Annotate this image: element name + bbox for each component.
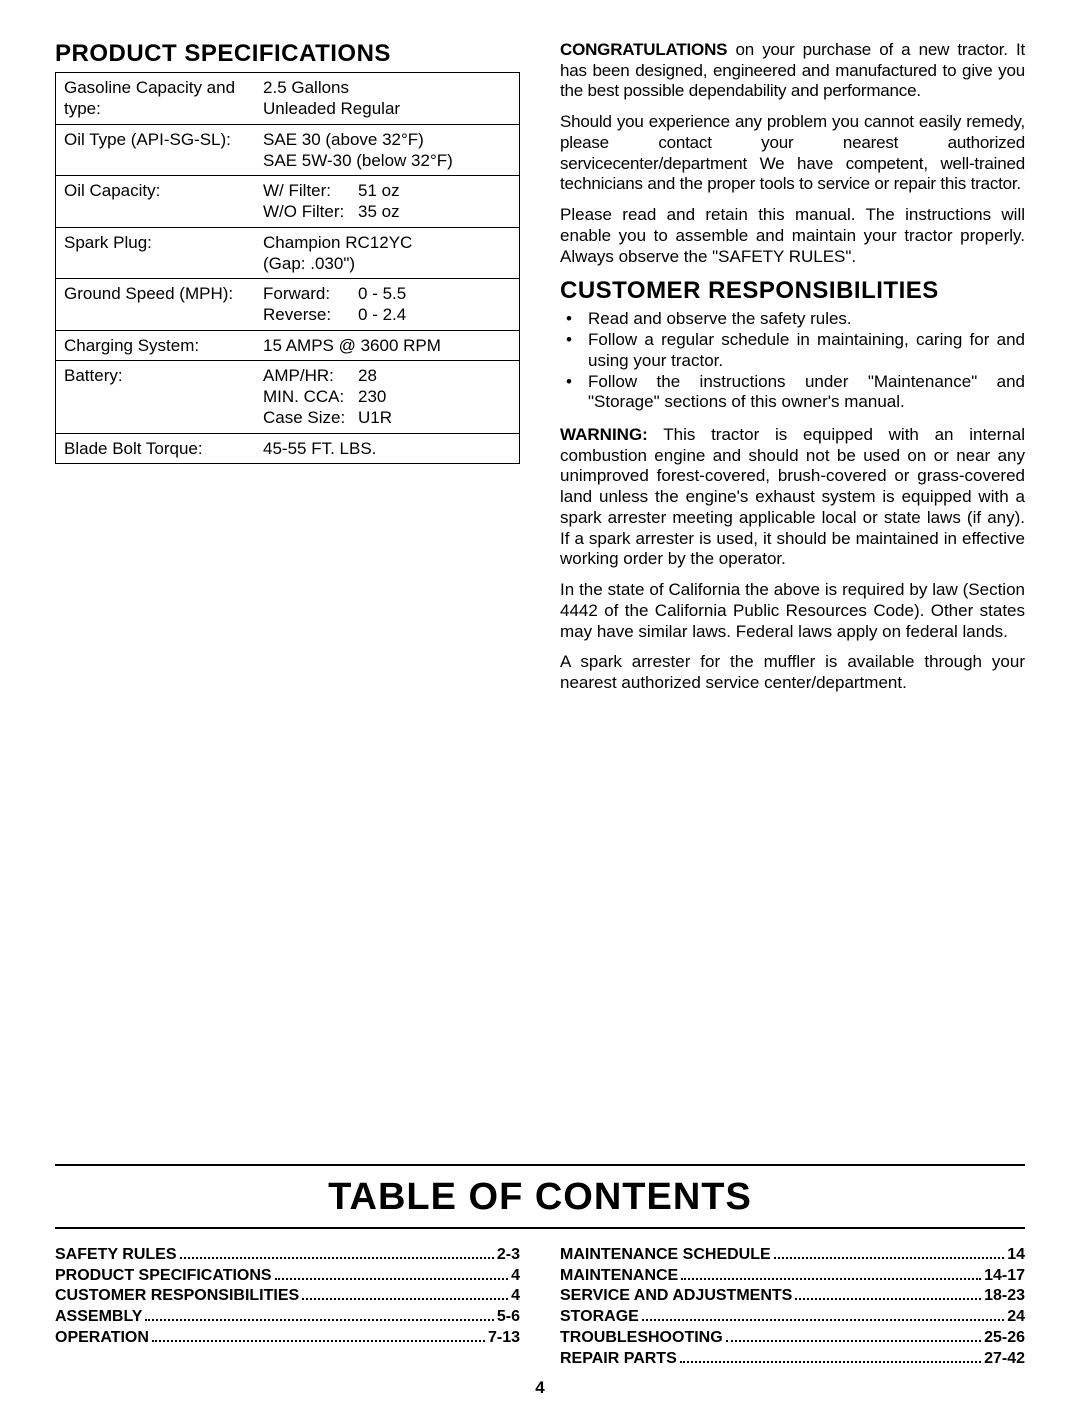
spec-label: Charging System: <box>56 330 256 360</box>
toc-entry-page: 24 <box>1007 1307 1025 1328</box>
toc-entry: SERVICE AND ADJUSTMENTS 18-23 <box>560 1286 1025 1307</box>
responsibility-item: Follow a regular schedule in maintaining… <box>560 330 1025 371</box>
warning-text: This tractor is equipped with an interna… <box>560 425 1025 568</box>
toc-entry-page: 27-42 <box>984 1349 1025 1370</box>
spec-value: 15 AMPS @ 3600 RPM <box>255 330 519 360</box>
toc-entry-title: CUSTOMER RESPONSIBILITIES <box>55 1286 299 1307</box>
toc-entry-title: MAINTENANCE <box>560 1266 678 1287</box>
toc-dots <box>152 1340 485 1342</box>
toc-entry: ASSEMBLY 5-6 <box>55 1307 520 1328</box>
toc-entry-title: MAINTENANCE SCHEDULE <box>560 1245 771 1266</box>
responsibilities-list: Read and observe the safety rules.Follow… <box>560 309 1025 413</box>
toc-entry: STORAGE 24 <box>560 1307 1025 1328</box>
spec-row: Gasoline Capacity and type:2.5 GallonsUn… <box>56 73 520 125</box>
spec-value: W/ Filter:51 ozW/O Filter:35 oz <box>255 176 519 228</box>
customer-responsibilities-heading: CUSTOMER RESPONSIBILITIES <box>560 277 1025 305</box>
spec-row: Ground Speed (MPH):Forward:0 - 5.5Revers… <box>56 279 520 331</box>
spec-row: Battery:AMP/HR:28MIN. CCA:230Case Size:U… <box>56 360 520 433</box>
spec-label: Oil Capacity: <box>56 176 256 228</box>
spec-value: Champion RC12YC(Gap: .030") <box>255 227 519 279</box>
toc-title: TABLE OF CONTENTS <box>55 1166 1025 1227</box>
toc-dots <box>302 1298 508 1300</box>
toc-entry-title: SERVICE AND ADJUSTMENTS <box>560 1286 792 1307</box>
toc-entry-title: SAFETY RULES <box>55 1245 177 1266</box>
toc-entry-title: STORAGE <box>560 1307 639 1328</box>
two-column-layout: PRODUCT SPECIFICATIONS Gasoline Capacity… <box>55 40 1025 704</box>
toc-entry: CUSTOMER RESPONSIBILITIES 4 <box>55 1286 520 1307</box>
spec-row: Spark Plug:Champion RC12YC(Gap: .030") <box>56 227 520 279</box>
responsibility-item: Follow the instructions under "Maintenan… <box>560 372 1025 413</box>
congratulations-bold: CONGRATULATIONS <box>560 40 727 59</box>
toc-columns: SAFETY RULES2-3PRODUCT SPECIFICATIONS4CU… <box>55 1245 1025 1370</box>
toc-dots <box>180 1257 494 1259</box>
service-paragraph: Should you experience any problem you ca… <box>560 112 1025 195</box>
spec-row: Charging System:15 AMPS @ 3600 RPM <box>56 330 520 360</box>
spec-label: Oil Type (API-SG-SL): <box>56 124 256 176</box>
spec-value: Forward:0 - 5.5Reverse:0 - 2.4 <box>255 279 519 331</box>
table-of-contents: TABLE OF CONTENTS SAFETY RULES2-3PRODUCT… <box>55 1164 1025 1398</box>
spec-label: Gasoline Capacity and type: <box>56 73 256 125</box>
congratulations-paragraph: CONGRATULATIONS on your purchase of a ne… <box>560 40 1025 102</box>
toc-dots <box>145 1319 493 1321</box>
toc-entry-title: ASSEMBLY <box>55 1307 142 1328</box>
toc-entry: PRODUCT SPECIFICATIONS 4 <box>55 1266 520 1287</box>
specifications-table: Gasoline Capacity and type:2.5 GallonsUn… <box>55 72 520 464</box>
left-column: PRODUCT SPECIFICATIONS Gasoline Capacity… <box>55 40 520 704</box>
toc-dots <box>726 1340 981 1342</box>
toc-dots <box>795 1298 981 1300</box>
toc-left-column: SAFETY RULES2-3PRODUCT SPECIFICATIONS4CU… <box>55 1245 520 1370</box>
page-number: 4 <box>55 1378 1025 1398</box>
toc-dots <box>774 1257 1005 1259</box>
spec-row: Blade Bolt Torque:45-55 FT. LBS. <box>56 433 520 463</box>
spec-value: 45-55 FT. LBS. <box>255 433 519 463</box>
toc-entry-title: OPERATION <box>55 1328 149 1349</box>
toc-dots <box>275 1278 508 1280</box>
toc-entry-page: 4 <box>511 1266 520 1287</box>
spec-label: Spark Plug: <box>56 227 256 279</box>
california-paragraph: In the state of California the above is … <box>560 580 1025 642</box>
toc-dots <box>642 1319 1004 1321</box>
toc-entry-page: 18-23 <box>984 1286 1025 1307</box>
spec-value: SAE 30 (above 32°F)SAE 5W-30 (below 32°F… <box>255 124 519 176</box>
spec-label: Battery: <box>56 360 256 433</box>
product-specifications-heading: PRODUCT SPECIFICATIONS <box>55 40 520 68</box>
toc-entry-page: 14 <box>1007 1245 1025 1266</box>
toc-entry: OPERATION 7-13 <box>55 1328 520 1349</box>
toc-entry: MAINTENANCE 14-17 <box>560 1266 1025 1287</box>
toc-dots <box>680 1361 981 1363</box>
manual-paragraph: Please read and retain this manual. The … <box>560 205 1025 267</box>
toc-entry-page: 2-3 <box>497 1245 520 1266</box>
responsibility-item: Read and observe the safety rules. <box>560 309 1025 330</box>
toc-entry-page: 5-6 <box>497 1307 520 1328</box>
spec-value: AMP/HR:28MIN. CCA:230Case Size:U1R <box>255 360 519 433</box>
spec-row: Oil Capacity:W/ Filter:51 ozW/O Filter:3… <box>56 176 520 228</box>
spec-label: Ground Speed (MPH): <box>56 279 256 331</box>
spec-label: Blade Bolt Torque: <box>56 433 256 463</box>
toc-entry: SAFETY RULES 2-3 <box>55 1245 520 1266</box>
toc-entry-title: TROUBLESHOOTING <box>560 1328 723 1349</box>
warning-bold: WARNING: <box>560 425 648 444</box>
toc-entry-page: 14-17 <box>984 1266 1025 1287</box>
toc-entry-page: 7-13 <box>488 1328 520 1349</box>
toc-entry: TROUBLESHOOTING 25-26 <box>560 1328 1025 1349</box>
toc-entry-page: 4 <box>511 1286 520 1307</box>
spark-arrester-paragraph: A spark arrester for the muffler is avai… <box>560 652 1025 693</box>
toc-entry-title: PRODUCT SPECIFICATIONS <box>55 1266 272 1287</box>
toc-rule-bottom <box>55 1227 1025 1229</box>
toc-entry: REPAIR PARTS 27-42 <box>560 1349 1025 1370</box>
toc-entry-page: 25-26 <box>984 1328 1025 1349</box>
toc-dots <box>681 1278 981 1280</box>
toc-entry-title: REPAIR PARTS <box>560 1349 677 1370</box>
spec-value: 2.5 GallonsUnleaded Regular <box>255 73 519 125</box>
warning-paragraph: WARNING: This tractor is equipped with a… <box>560 425 1025 570</box>
right-column: CONGRATULATIONS on your purchase of a ne… <box>560 40 1025 704</box>
toc-right-column: MAINTENANCE SCHEDULE14MAINTENANCE14-17SE… <box>560 1245 1025 1370</box>
spec-row: Oil Type (API-SG-SL):SAE 30 (above 32°F)… <box>56 124 520 176</box>
toc-entry: MAINTENANCE SCHEDULE 14 <box>560 1245 1025 1266</box>
